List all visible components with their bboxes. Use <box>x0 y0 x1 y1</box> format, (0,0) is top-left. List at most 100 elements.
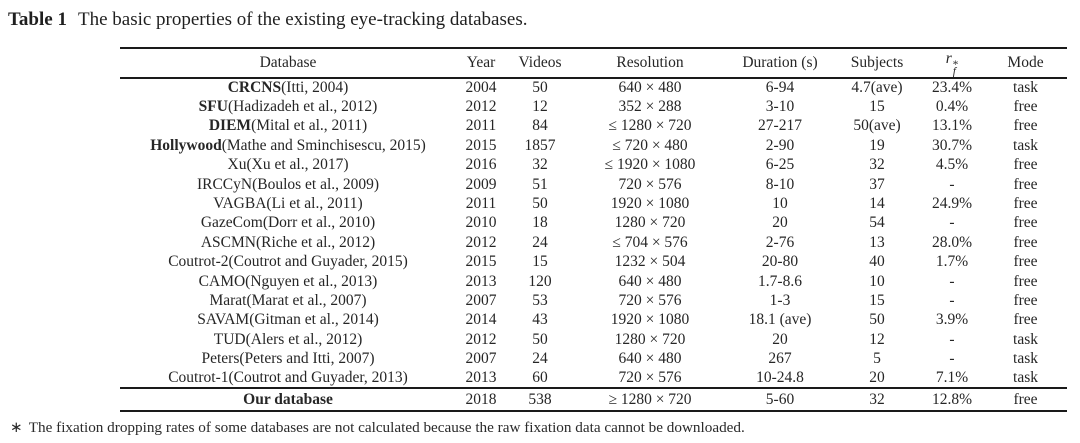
cell-mode: free <box>1013 214 1038 232</box>
cell-mode: free <box>1013 311 1038 329</box>
cell-year: 2011 <box>465 117 497 135</box>
table-row: Coutrot-2(Coutrot and Guyader, 2015) 2015… <box>120 253 1067 272</box>
table-caption-text: The basic properties of the existing eye… <box>77 9 528 30</box>
table-row: Peters(Peters and Itti, 2007) 2007 24 640 ×… <box>120 349 1067 368</box>
col-header-videos: Videos <box>518 54 562 71</box>
cell-duration: 2-90 <box>765 136 795 154</box>
cell-resolution: ≥ 1280 × 720 <box>608 390 692 408</box>
cell-year: 2015 <box>465 136 497 154</box>
cell-videos: 538 <box>528 390 552 408</box>
cell-duration: 3-10 <box>765 98 795 116</box>
cell-videos: 53 <box>532 291 548 309</box>
cell-videos: 24 <box>532 350 548 368</box>
cell-mode: free <box>1013 233 1038 251</box>
rf-symbol-scripts: * f <box>952 59 959 78</box>
cell-resolution: 1920 × 1080 <box>610 311 690 329</box>
cell-rf: 4.5% <box>935 156 969 174</box>
cell-videos: 43 <box>532 311 548 329</box>
cell-year: 2012 <box>465 98 497 116</box>
cell-database: CRCNS(Itti, 2004) <box>227 79 349 97</box>
table-row: ASCMN(Riche et al., 2012) 2012 24 ≤ 704 × 5… <box>120 233 1067 252</box>
cell-subjects: 13 <box>869 233 885 251</box>
table-row: Hollywood(Mathe and Sminchisescu, 2015) 2… <box>120 136 1067 155</box>
cell-duration: 20 <box>772 330 788 348</box>
cell-duration: 267 <box>768 350 792 368</box>
cell-mode: free <box>1013 175 1038 193</box>
cell-year: 2012 <box>465 330 497 348</box>
cell-duration: 20 <box>772 214 788 232</box>
cell-duration: 8-10 <box>765 175 795 193</box>
cell-resolution: 640 × 480 <box>618 272 682 290</box>
cell-mode: free <box>1013 98 1038 116</box>
col-header-resolution: Resolution <box>616 54 684 71</box>
cell-subjects: 10 <box>869 272 885 290</box>
table-row: VAGBA(Li et al., 2011) 2011 50 1920 × 1080 1… <box>120 194 1067 213</box>
cell-videos: 50 <box>532 330 548 348</box>
cell-subjects: 20 <box>869 369 885 387</box>
cell-mode: task <box>1013 79 1038 97</box>
cell-rf: 24.9% <box>931 195 973 213</box>
col-header-mode: Mode <box>1007 54 1044 71</box>
cell-subjects: 15 <box>869 98 885 116</box>
cell-rf: 13.1% <box>931 117 973 135</box>
cell-year: 2012 <box>465 233 497 251</box>
table-row: TUD(Alers et al., 2012) 2012 50 1280 × 720 2… <box>120 330 1067 349</box>
cell-resolution: ≤ 720 × 480 <box>612 136 688 154</box>
cell-rf: - <box>949 175 955 193</box>
header-row: Database Year Videos Resolution Duration… <box>120 48 1067 78</box>
cell-database: VAGBA(Li et al., 2011) <box>213 195 363 213</box>
cell-rf: 1.7% <box>935 253 969 271</box>
table-row: SAVAM(Gitman et al., 2014) 2014 43 1920 × 1… <box>120 311 1067 330</box>
cell-duration: 6-25 <box>765 156 795 174</box>
cell-subjects: 54 <box>869 214 885 232</box>
cell-mode: free <box>1013 253 1038 271</box>
cell-year: 2015 <box>465 253 497 271</box>
cell-database: DIEM(Mital et al., 2011) <box>208 117 368 135</box>
cell-duration: 1-3 <box>769 291 791 309</box>
cell-subjects: 50 <box>869 311 885 329</box>
cell-videos: 1857 <box>524 136 556 154</box>
cell-videos: 18 <box>532 214 548 232</box>
cell-videos: 84 <box>532 117 548 135</box>
cell-rf: - <box>949 214 955 232</box>
cell-database: SAVAM(Gitman et al., 2014) <box>197 311 379 329</box>
cell-subjects: 37 <box>869 175 885 193</box>
cell-database: SFU(Hadizadeh et al., 2012) <box>198 98 378 116</box>
cell-year: 2013 <box>465 272 497 290</box>
databases-table-container: Database Year Videos Resolution Duration… <box>120 47 1067 413</box>
cell-duration: 5-60 <box>765 390 795 408</box>
cell-rf: 3.9% <box>935 311 969 329</box>
cell-videos: 50 <box>532 195 548 213</box>
cell-duration: 18.1 (ave) <box>748 311 812 329</box>
cell-resolution: 1232 × 504 <box>614 253 686 271</box>
cell-videos: 24 <box>532 233 548 251</box>
cell-duration: 10 <box>772 195 788 213</box>
cell-subjects: 5 <box>873 350 881 368</box>
cell-resolution: 352 × 288 <box>618 98 682 116</box>
cell-rf: - <box>949 350 955 368</box>
cell-rf: 7.1% <box>935 369 969 387</box>
col-header-subjects: Subjects <box>850 54 904 71</box>
cell-mode: free <box>1013 390 1038 408</box>
cell-rf: - <box>949 330 955 348</box>
cell-videos: 12 <box>532 98 548 116</box>
cell-resolution: ≤ 1280 × 720 <box>608 117 692 135</box>
cell-subjects: 12 <box>869 330 885 348</box>
table-row: CRCNS(Itti, 2004) 2004 50 640 × 480 6-94 4.7(… <box>120 78 1067 97</box>
cell-rf: 12.8% <box>931 390 973 408</box>
cell-resolution: 640 × 480 <box>618 350 682 368</box>
cell-rf: - <box>949 291 955 309</box>
cell-duration: 10-24.8 <box>756 369 804 387</box>
cell-videos: 51 <box>532 175 548 193</box>
table-row: SFU(Hadizadeh et al., 2012) 2012 12 352 × 2… <box>120 97 1067 116</box>
cell-year: 2007 <box>465 291 497 309</box>
cell-database: CAMO(Nguyen et al., 2013) <box>198 272 378 290</box>
cell-resolution: 720 × 576 <box>618 175 682 193</box>
cell-mode: free <box>1013 156 1038 174</box>
table-row: DIEM(Mital et al., 2011) 2011 84 ≤ 1280 × 7… <box>120 117 1067 136</box>
rf-symbol-sup: * <box>952 59 959 72</box>
cell-mode: free <box>1013 117 1038 135</box>
cell-rf: - <box>949 272 955 290</box>
cell-year: 2004 <box>465 79 497 97</box>
cell-duration: 1.7-8.6 <box>758 272 802 290</box>
